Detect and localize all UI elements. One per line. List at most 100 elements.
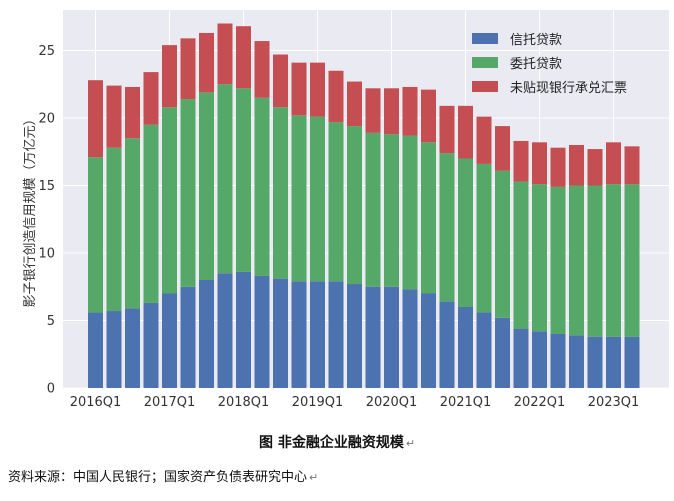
x-tick-label: 2019Q1 [292,395,344,410]
bar-segment-series-1 [606,184,621,337]
bar-segment-series-0 [421,293,436,388]
stacked-bar-chart: 0 5 10 15 20 25 2016Q1 2017Q1 2018Q1 2019Q1 2020Q… [23,10,669,410]
bar-segment-series-0 [476,312,492,388]
bar-segment-series-2 [106,85,122,148]
bar-segment-series-2 [199,32,214,93]
bar-segment-series-0 [384,286,399,388]
bar-segment-series-1 [384,134,399,287]
bar-segment-series-0 [217,273,233,388]
y-tick-label: 0 [47,382,55,397]
bar-segment-series-0 [162,293,177,388]
x-tick-label: 2020Q1 [366,395,418,410]
bar-segment-series-1 [88,157,103,313]
bar-segment-series-2 [365,88,381,133]
bar-segment-series-1 [347,126,362,285]
x-tick-label: 2021Q1 [440,395,492,410]
legend-swatch-trust-loans [472,33,498,44]
bar-segment-series-1 [125,138,140,309]
bar-segment-series-1 [365,132,381,287]
bar-segment-series-0 [143,302,159,388]
bar-segment-series-2 [495,126,510,171]
bar-segment-series-1 [254,97,270,276]
bar-segment-series-2 [421,89,436,143]
paragraph-mark-icon: ↵ [405,437,416,450]
y-tick-label: 15 [38,179,55,194]
legend-swatch-undiscounted-bills [472,81,498,92]
bar-segment-series-2 [291,62,307,116]
bar-segment-series-1 [180,99,196,287]
bar-segment-series-1 [550,186,566,334]
bar-segment-series-1 [513,181,529,329]
bar-segment-series-2 [143,72,159,125]
bar-segment-series-2 [606,142,621,185]
bar-segment-series-2 [254,41,270,98]
bar-segment-series-1 [439,153,455,302]
bar-segment-series-1 [402,135,418,290]
bar-segment-series-1 [291,115,307,282]
bar-segment-series-1 [273,107,288,279]
bar-segment-series-1 [476,163,492,313]
bar-segment-series-0 [125,308,140,388]
bar-segment-series-1 [236,88,251,272]
legend-label-undiscounted-bills: 未贴现银行承兑汇票 [510,81,627,96]
bar-segment-series-0 [328,281,344,388]
bar-segment-series-2 [328,70,344,123]
x-tick-label: 2023Q1 [588,395,640,410]
bar-segment-series-2 [236,26,251,89]
bar-segment-series-0 [513,328,529,388]
legend-label-trust-loans: 信托贷款 [510,33,562,48]
bar-segment-series-1 [458,158,473,307]
bar-segment-series-2 [624,146,640,185]
bar-segment-series-0 [273,278,288,388]
bar-segment-series-1 [532,184,547,332]
bar-segment-series-0 [347,284,362,388]
bar-segment-series-2 [310,62,325,117]
bar-segment-series-0 [532,331,547,388]
bar-segment-series-1 [495,170,510,318]
bar-segment-series-2 [162,45,177,108]
bar-segment-series-2 [476,116,492,164]
bar-segment-series-0 [550,334,566,388]
x-tick-label: 2022Q1 [514,395,566,410]
legend-label-entrusted-loans: 委托贷款 [510,57,562,72]
bar-segment-series-2 [347,81,362,127]
bar-segment-series-0 [439,301,455,388]
y-tick-label: 5 [47,314,55,329]
bar-segment-series-1 [162,107,177,294]
y-tick-label: 10 [38,247,55,262]
bar-segment-series-0 [402,289,418,388]
bar-segment-series-2 [458,105,473,159]
bar-segment-series-0 [254,275,270,388]
bar-segment-series-0 [606,336,621,388]
bar-segment-series-1 [217,84,233,274]
bar-segment-series-2 [125,86,140,139]
x-tick-label: 2016Q1 [70,395,122,410]
bar-segment-series-0 [199,280,214,388]
bar-segment-series-0 [291,281,307,388]
bar-segment-series-1 [569,185,584,336]
bar-segment-series-2 [88,80,103,158]
bar-segment-series-2 [587,149,603,186]
bar-segment-series-2 [273,54,288,108]
bar-segment-series-1 [421,142,436,294]
bar-segment-series-1 [624,184,640,337]
bar-segment-series-0 [458,307,473,388]
bar-segment-series-2 [180,38,196,100]
figure-caption: 图 非金融企业融资规模 ↵ [0,432,674,452]
x-tick-label: 2018Q1 [218,395,270,410]
y-tick-label: 25 [38,44,55,59]
bar-segment-series-2 [384,88,399,135]
bar-segment-series-0 [569,335,584,388]
bars [88,23,640,388]
bar-segment-series-2 [217,23,233,85]
bar-segment-series-0 [236,271,251,388]
data-source-note: 资料来源：中国人民银行；国家资产负债表研究中心 ↵ [8,466,318,485]
x-axis-ticks: 2016Q1 2017Q1 2018Q1 2019Q1 2020Q1 2021Q1 2022… [70,395,640,410]
bar-segment-series-1 [106,147,122,312]
bar-segment-series-2 [402,86,418,136]
bar-segment-series-0 [106,311,122,388]
bar-segment-series-0 [88,312,103,388]
bar-segment-series-1 [328,122,344,282]
source-text: 资料来源：中国人民银行；国家资产负债表研究中心 [8,470,308,485]
bar-segment-series-0 [365,286,381,388]
